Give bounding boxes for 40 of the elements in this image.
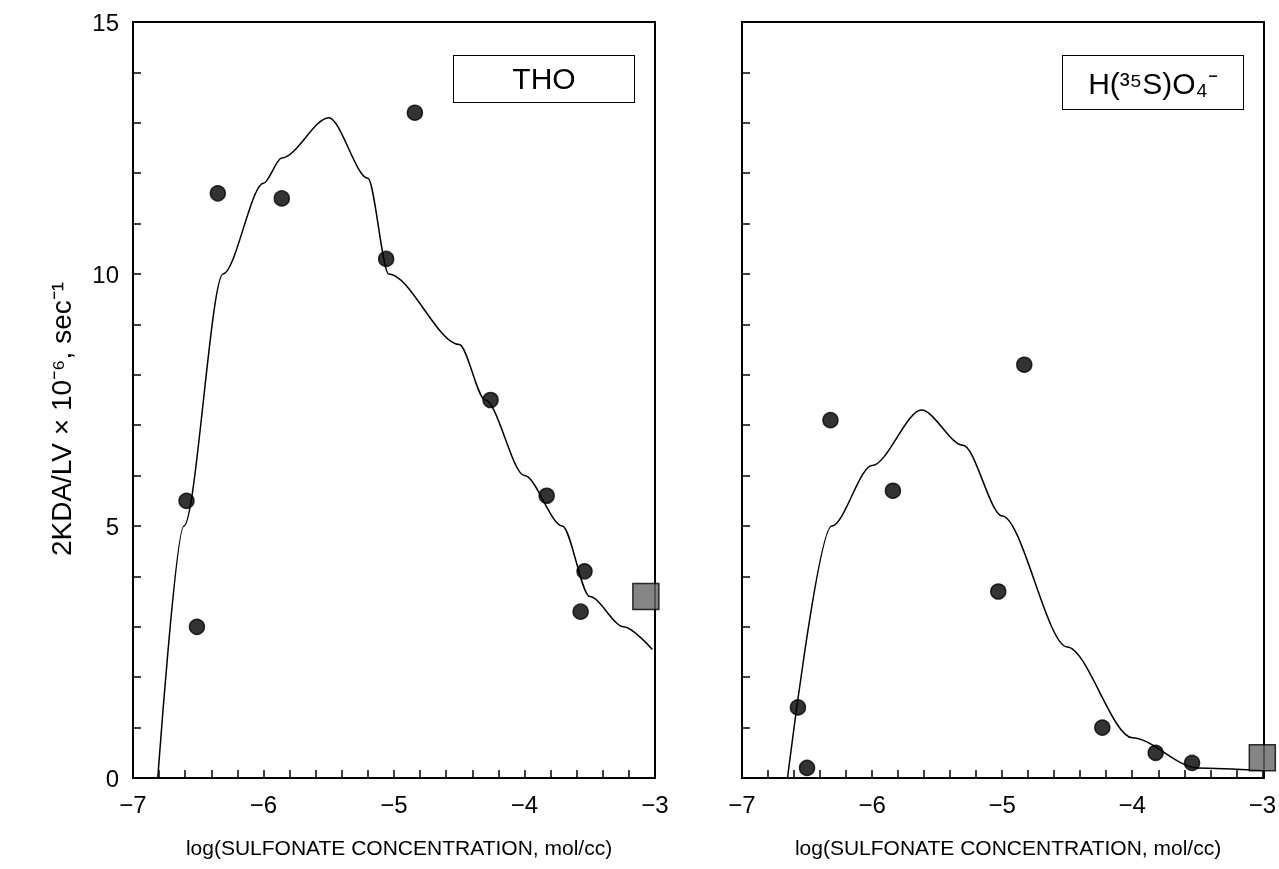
point [789,699,807,716]
label-frame: H(³⁵S)O₄⁻ [1062,55,1244,110]
point [406,104,424,121]
point [1094,719,1111,736]
point [822,411,839,429]
point [1016,356,1033,373]
y-tick-label: 15 [92,8,119,36]
point [798,759,816,777]
label-frame: THO [453,55,635,103]
point [576,563,593,580]
x-axis-title: log(SULFONATE CONCENTRATION, mol/cc) [185,836,613,859]
point [884,482,902,499]
point [538,487,555,505]
x-tick-label: −6 [249,790,278,818]
x-tick-label: −4 [1118,790,1146,818]
point [1147,744,1164,762]
y-tick-label: 5 [105,512,119,540]
x-tick-label: −6 [858,790,886,818]
point [188,618,206,636]
point [178,492,195,510]
x-tick-label: −3 [641,790,669,818]
point [209,185,227,202]
point [377,250,395,268]
point [273,190,291,207]
point [990,583,1007,600]
x-tick-label: −4 [510,790,539,818]
point [632,582,660,611]
point [572,603,589,620]
point [1248,744,1277,772]
y-tick-label: 0 [105,764,119,792]
point [1183,754,1201,772]
x-tick-label: −5 [380,790,408,818]
y-tick-label: 10 [92,260,119,288]
x-tick-label: −3 [1248,790,1277,818]
x-axis-title: log(SULFONATE CONCENTRATION, mol/cc) [794,836,1222,859]
x-tick-label: −7 [728,790,756,818]
y-axis-title: 2KDA/LV × 10⁻⁶, sec⁻¹ [45,280,78,559]
x-tick-label: −5 [988,790,1016,818]
x-tick-label: −7 [119,790,147,818]
point [482,391,499,409]
